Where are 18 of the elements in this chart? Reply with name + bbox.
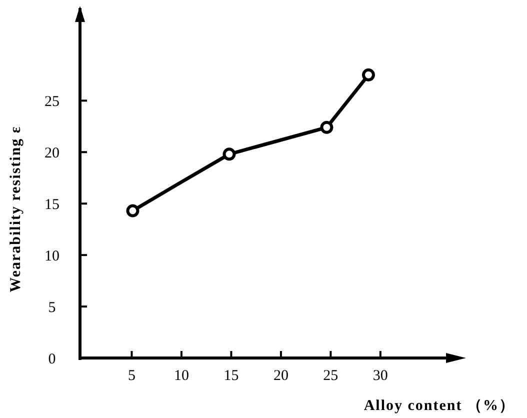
x-tick-label: 5 [128,368,136,384]
x-tick-label: 25 [323,368,338,384]
y-axis-title: Wearability resisting ε [8,126,24,292]
y-tick-label: 10 [44,248,60,264]
y-tick-label: 20 [44,145,60,162]
point [126,204,140,218]
point [222,148,236,161]
y-tick-label: 5 [48,300,56,316]
x-tick-label: 15 [224,368,239,384]
x-tick-label: 20 [273,368,288,384]
x-tick-label: 30 [372,368,388,384]
point [320,120,334,134]
y-tick-label: 0 [48,351,56,368]
y-tick-label: 25 [44,94,60,110]
point [362,68,375,82]
x-axis-title: Alloy content （%） [364,398,515,414]
y-tick-label: 15 [44,196,60,213]
x-tick-label: 10 [174,368,189,384]
